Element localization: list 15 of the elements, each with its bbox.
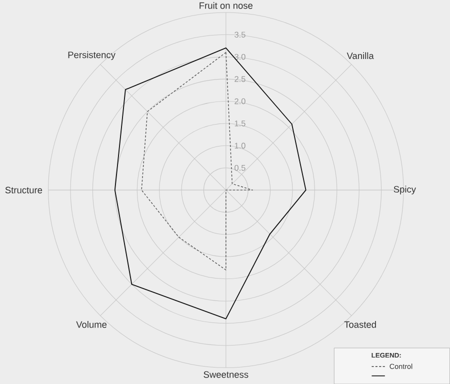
spoke-label: Volume <box>76 320 107 328</box>
spoke-label: Spicy <box>394 186 416 194</box>
spoke-label: Fruit on nose <box>200 2 253 9</box>
y-tick-label: 2.5 <box>234 76 246 82</box>
y-tick-label: 1.0 <box>234 142 246 148</box>
y-tick-label: 2.0 <box>234 98 246 104</box>
y-tick-label: 3.5 <box>234 32 246 38</box>
spoke-label: Persistency <box>68 51 116 60</box>
y-tick-label: 1.5 <box>234 120 246 126</box>
spoke-label: Toasted <box>344 320 376 328</box>
spoke-label: Structure <box>5 186 42 194</box>
y-tick-label: 0.5 <box>234 164 246 171</box>
spoke-label: Sweetness <box>204 371 248 378</box>
spoke-label: Vanilla <box>346 52 374 59</box>
y-tick-label: 3.0 <box>234 54 246 60</box>
